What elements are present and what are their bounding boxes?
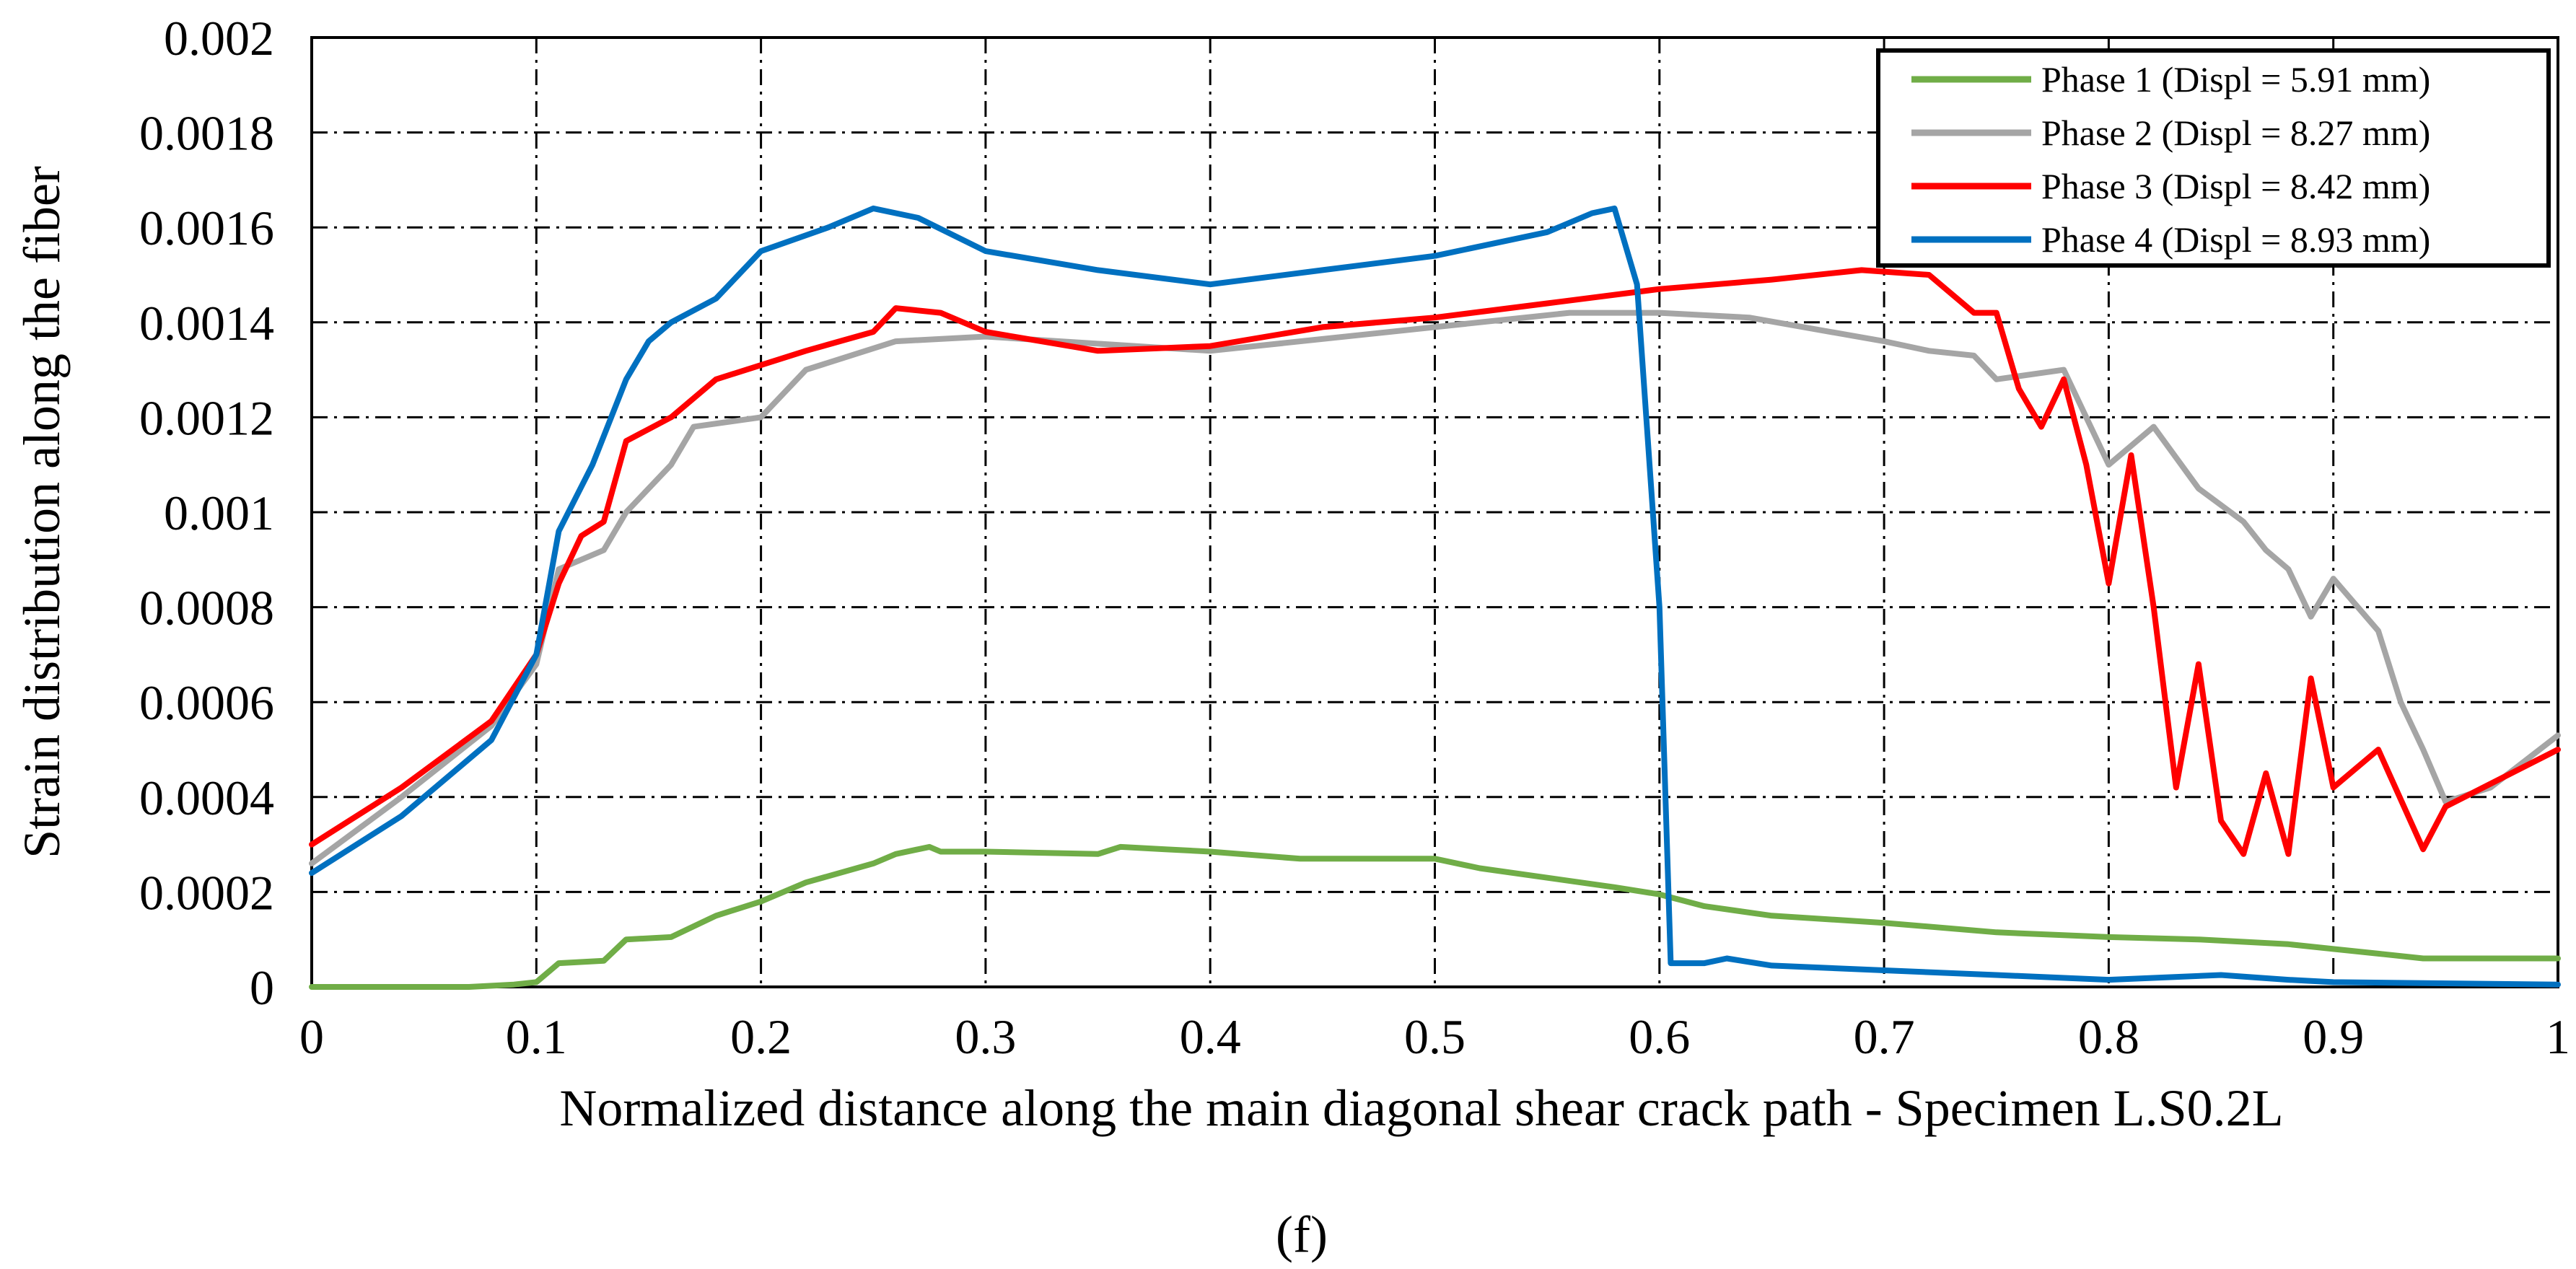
y-tick-label: 0.0004 xyxy=(139,770,274,825)
legend-label: Phase 4 (Displ = 8.93 mm) xyxy=(2041,219,2430,260)
x-tick-label: 0.4 xyxy=(1180,1009,1241,1064)
y-axis-title: Strain distribution along the fiber xyxy=(13,166,71,859)
y-tick-label: 0.0018 xyxy=(139,106,274,161)
x-axis-title: Normalized distance along the main diago… xyxy=(559,1079,2283,1137)
figure-caption: (f) xyxy=(1276,1206,1328,1263)
series-line-phase-3 xyxy=(309,267,2561,857)
x-tick-label: 0.6 xyxy=(1629,1009,1690,1064)
x-tick-label: 0 xyxy=(299,1009,324,1064)
series-line-phase-4 xyxy=(309,205,2561,988)
series-layer xyxy=(309,205,2561,990)
x-tick-label: 0.1 xyxy=(506,1009,567,1064)
legend-label: Phase 3 (Displ = 8.42 mm) xyxy=(2041,166,2430,206)
x-tick-label: 0.2 xyxy=(730,1009,792,1064)
legend-label: Phase 1 (Displ = 5.91 mm) xyxy=(2041,59,2430,100)
y-tick-label: 0.001 xyxy=(164,486,274,540)
y-tick-label: 0.0012 xyxy=(139,390,274,445)
y-tick-label: 0.0008 xyxy=(139,581,274,636)
series-line-phase-1 xyxy=(309,843,2561,990)
legend-label: Phase 2 (Displ = 8.27 mm) xyxy=(2041,113,2430,153)
x-tick-label: 0.5 xyxy=(1404,1009,1466,1064)
y-tick-label: 0 xyxy=(250,960,274,1015)
x-axis-ticks: 0 0.1 0.2 0.3 0.4 0.5 0.6 0.7 0.8 0.9 1 xyxy=(299,1009,2570,1064)
x-tick-label: 0.8 xyxy=(2078,1009,2139,1064)
y-tick-label: 0.0006 xyxy=(139,675,274,730)
y-tick-label: 0.0016 xyxy=(139,201,274,255)
plot-frame xyxy=(310,36,2559,988)
y-tick-label: 0.002 xyxy=(164,11,274,66)
y-tick-label: 0.0014 xyxy=(139,296,274,351)
legend: Phase 1 (Displ = 5.91 mm) Phase 2 (Displ … xyxy=(1876,48,2551,268)
y-axis-ticks: 0 0.0002 0.0004 0.0006 0.0008 0.001 0.0012 0.00… xyxy=(139,11,274,1015)
legend-box xyxy=(1876,48,2551,268)
x-tick-label: 1 xyxy=(2546,1009,2570,1064)
x-tick-label: 0.9 xyxy=(2303,1009,2364,1064)
x-tick-label: 0.3 xyxy=(955,1009,1016,1064)
grid-lines xyxy=(312,38,2558,987)
series-line-phase-2 xyxy=(309,309,2561,866)
y-tick-label: 0.0002 xyxy=(139,865,274,920)
x-tick-label: 0.7 xyxy=(1854,1009,1915,1064)
